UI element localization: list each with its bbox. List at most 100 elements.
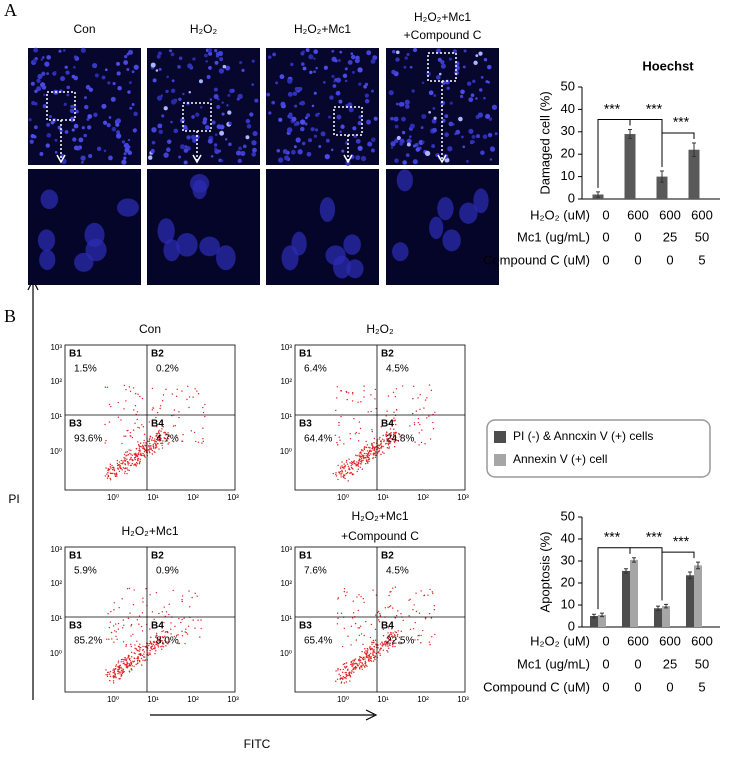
event-dot (342, 645, 344, 648)
event-dot (201, 442, 203, 444)
nucleus (313, 49, 319, 55)
event-dot (389, 428, 392, 430)
event-dot (353, 659, 356, 661)
event-dot (345, 677, 347, 680)
event-dot (134, 392, 137, 395)
event-dot (369, 447, 371, 449)
event-dot (337, 464, 339, 467)
event-dot (362, 664, 365, 666)
event-dot (362, 450, 364, 452)
nucleus (308, 54, 314, 60)
event-dot (428, 384, 431, 386)
condition-value: 0 (634, 656, 641, 671)
nucleus (340, 124, 345, 129)
event-dot (390, 431, 392, 434)
nucleus (69, 108, 75, 114)
event-dot (161, 643, 164, 645)
event-dot (366, 650, 368, 653)
nucleus (306, 113, 311, 118)
significance-label: *** (646, 528, 663, 544)
quadrant-name: B4 (381, 419, 394, 430)
nucleus (360, 155, 367, 162)
quadrant-percent: 0.2% (156, 364, 179, 375)
event-dot (131, 436, 134, 439)
event-dot (398, 641, 401, 643)
nucleus (75, 109, 79, 114)
event-dot (428, 612, 431, 615)
event-dot (360, 656, 362, 659)
nucleus (276, 148, 281, 153)
event-dot (176, 435, 178, 437)
plot-title: H₂O₂+Mc1 (122, 524, 179, 538)
event-dot (373, 441, 375, 444)
event-dot (370, 648, 372, 651)
event-dot (117, 467, 119, 469)
nucleus (163, 152, 169, 158)
event-dot (350, 672, 353, 674)
event-dot (387, 434, 389, 436)
event-dot (136, 458, 139, 460)
event-dot (369, 636, 372, 639)
event-dot (395, 638, 397, 640)
image-title: H₂O₂ (190, 22, 218, 36)
nucleus (465, 159, 469, 163)
nucleus (163, 239, 180, 262)
event-dot (372, 653, 374, 655)
nucleus (292, 91, 298, 96)
event-dot (373, 454, 375, 456)
event-dot (104, 423, 106, 426)
event-dot (113, 671, 116, 673)
event-dot (362, 656, 364, 659)
event-dot (120, 467, 122, 469)
event-dot (161, 640, 163, 642)
event-dot (391, 635, 394, 637)
event-dot (178, 642, 181, 645)
event-dot (125, 664, 127, 667)
condition-value: 50 (695, 656, 709, 671)
nucleus (298, 86, 303, 91)
event-dot (340, 612, 343, 615)
nucleus (216, 124, 222, 130)
event-dot (392, 436, 395, 438)
event-dot (151, 409, 154, 411)
event-dot (345, 472, 348, 475)
event-dot (143, 442, 145, 444)
nucleus (331, 74, 335, 79)
event-dot (142, 454, 144, 457)
event-dot (380, 442, 382, 444)
nucleus (230, 88, 235, 93)
event-dot (173, 409, 176, 411)
nucleus (214, 133, 218, 137)
nucleus (46, 122, 51, 127)
event-dot (154, 645, 156, 647)
event-dot (129, 464, 132, 467)
event-dot (388, 446, 390, 448)
event-dot (412, 608, 414, 611)
event-dot (394, 631, 396, 633)
nucleus (199, 236, 220, 257)
nucleus (459, 94, 464, 99)
event-dot (377, 647, 379, 649)
event-dot (133, 589, 135, 591)
nucleus (123, 60, 129, 65)
event-dot (136, 649, 138, 652)
event-dot (108, 468, 111, 471)
nucleus (458, 116, 463, 122)
error-bar (624, 568, 628, 574)
event-dot (358, 421, 361, 423)
nucleus (40, 58, 44, 61)
nucleus (36, 86, 42, 92)
event-dot (139, 395, 141, 398)
event-dot (340, 476, 342, 478)
event-dot (372, 649, 374, 652)
event-dot (367, 411, 369, 413)
event-dot (390, 632, 392, 634)
event-dot (418, 444, 420, 446)
event-dot (365, 440, 367, 443)
event-dot (127, 662, 129, 665)
event-dot (140, 664, 143, 666)
event-dot (373, 448, 376, 451)
event-dot (148, 421, 151, 423)
nucleus (318, 145, 322, 148)
nucleus (446, 86, 450, 91)
